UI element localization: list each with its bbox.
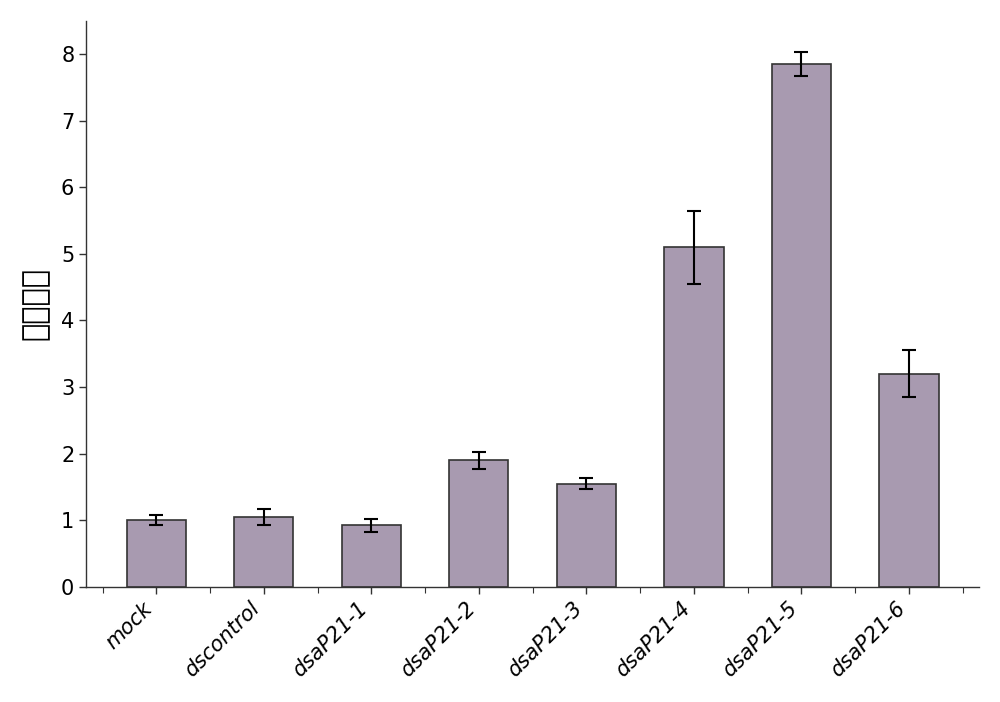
Bar <box>342 526 401 587</box>
Bar <box>664 247 724 587</box>
Y-axis label: 倍数变化: 倍数变化 <box>21 267 50 340</box>
Bar <box>449 461 508 587</box>
Bar <box>234 517 293 587</box>
Bar <box>557 484 616 587</box>
Bar <box>772 64 831 587</box>
Bar <box>127 520 186 587</box>
Bar <box>879 373 939 587</box>
